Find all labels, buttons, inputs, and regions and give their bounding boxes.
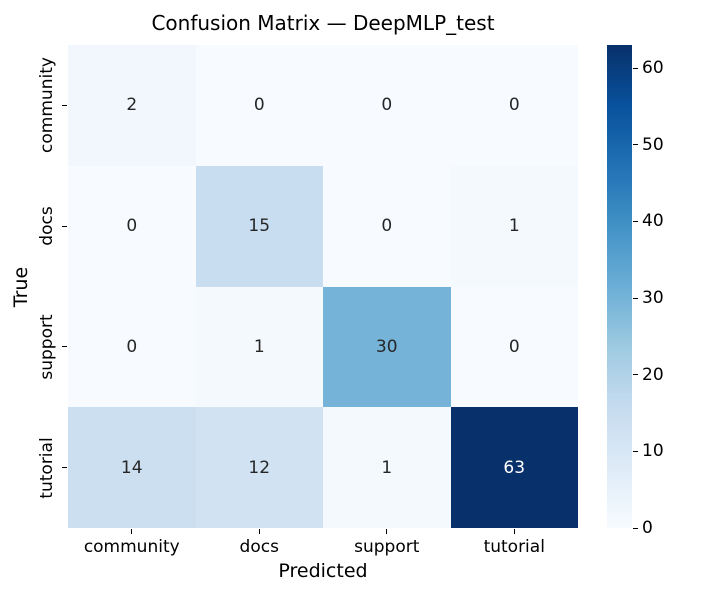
heatmap-cell-docs-tutorial: 1 bbox=[450, 165, 578, 287]
y-tick-mark bbox=[62, 467, 67, 469]
colorbar-tick-label: 10 bbox=[642, 441, 664, 462]
cell-value: 1 bbox=[381, 457, 393, 478]
cell-value: 0 bbox=[508, 95, 520, 116]
cell-value: 0 bbox=[126, 216, 138, 237]
heatmap-cell-tutorial-support: 1 bbox=[323, 407, 451, 528]
cell-value: 0 bbox=[381, 95, 393, 116]
heatmap-cell-support-docs: 1 bbox=[195, 286, 323, 408]
heatmap-cell-community-tutorial: 0 bbox=[450, 45, 578, 166]
colorbar-tick-label: 50 bbox=[642, 134, 664, 155]
y-tick-mark bbox=[62, 346, 67, 348]
heatmap-cell-docs-docs: 15 bbox=[195, 165, 323, 287]
y-tick-mark bbox=[62, 104, 67, 106]
y-axis-label: True bbox=[10, 266, 32, 308]
heatmap-cell-support-support: 30 bbox=[323, 286, 451, 408]
y-tick-mark bbox=[62, 225, 67, 227]
colorbar-tick-label: 30 bbox=[642, 288, 664, 308]
heatmap-grid: 2 0 0 0 0 15 0 1 0 1 30 0 14 12 1 63 bbox=[68, 45, 578, 528]
heatmap-cell-tutorial-docs: 12 bbox=[195, 407, 323, 528]
heatmap-cell-community-support: 0 bbox=[323, 45, 451, 166]
colorbar-tick-mark bbox=[633, 297, 638, 299]
cell-value: 1 bbox=[508, 216, 520, 237]
cell-value: 0 bbox=[381, 216, 393, 237]
cell-value: 30 bbox=[375, 336, 398, 357]
colorbar-tick-mark bbox=[633, 144, 638, 146]
cell-value: 12 bbox=[248, 457, 271, 478]
y-tick-label-docs: docs bbox=[37, 206, 57, 246]
cell-value: 63 bbox=[503, 457, 526, 478]
x-tick-mark bbox=[386, 529, 388, 534]
y-tick-label-tutorial: tutorial bbox=[37, 436, 57, 499]
cell-value: 0 bbox=[508, 336, 520, 357]
colorbar-tick-mark bbox=[633, 374, 638, 376]
x-tick-mark bbox=[258, 529, 260, 534]
cell-value: 14 bbox=[120, 457, 143, 478]
x-tick-label-docs: docs bbox=[239, 537, 279, 557]
x-tick-mark bbox=[513, 529, 515, 534]
heatmap-cell-tutorial-tutorial: 63 bbox=[450, 407, 578, 528]
x-tick-mark bbox=[131, 529, 133, 534]
heatmap-cell-community-community: 2 bbox=[68, 45, 196, 166]
y-tick-label-community: community bbox=[37, 57, 57, 154]
colorbar-tick-mark bbox=[633, 527, 638, 529]
cell-value: 0 bbox=[253, 95, 265, 116]
colorbar-tick-mark bbox=[633, 67, 638, 69]
x-tick-label-support: support bbox=[354, 537, 420, 557]
colorbar-tick-mark bbox=[633, 450, 638, 452]
cell-value: 15 bbox=[248, 216, 271, 237]
heatmap-cell-support-community: 0 bbox=[68, 286, 196, 408]
colorbar-tick-label: 60 bbox=[642, 58, 664, 78]
y-tick-label-support: support bbox=[37, 314, 57, 380]
cell-value: 1 bbox=[253, 336, 265, 357]
cell-value: 0 bbox=[126, 336, 138, 357]
heatmap-cell-community-docs: 0 bbox=[195, 45, 323, 166]
colorbar-gradient bbox=[607, 45, 632, 528]
colorbar-tick-label: 40 bbox=[642, 211, 664, 232]
colorbar-tick-label: 20 bbox=[642, 364, 664, 385]
x-axis-label: Predicted bbox=[278, 560, 368, 582]
cell-value: 2 bbox=[126, 95, 138, 116]
colorbar-tick-label: 0 bbox=[642, 518, 653, 538]
x-tick-label-tutorial: tutorial bbox=[483, 537, 545, 557]
heatmap-cell-docs-community: 0 bbox=[68, 165, 196, 287]
chart-title: Confusion Matrix — DeepMLP_test bbox=[151, 11, 495, 35]
heatmap-cell-docs-support: 0 bbox=[323, 165, 451, 287]
heatmap-cell-tutorial-community: 14 bbox=[68, 407, 196, 528]
x-tick-label-community: community bbox=[83, 537, 180, 557]
colorbar-tick-mark bbox=[633, 220, 638, 222]
heatmap-cell-support-tutorial: 0 bbox=[450, 286, 578, 408]
